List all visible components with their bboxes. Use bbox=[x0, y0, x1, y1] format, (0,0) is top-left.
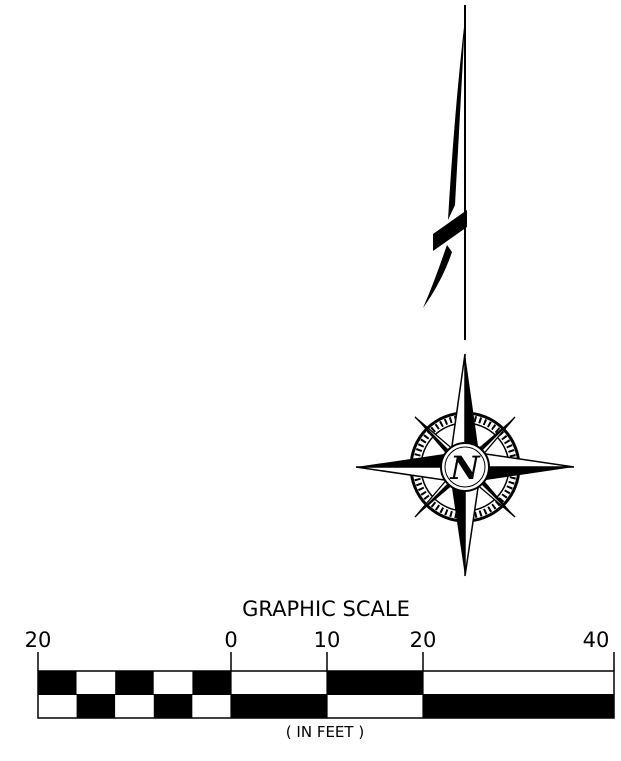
north-arrow-blade-upper bbox=[448, 18, 465, 220]
graphic-scale: GRAPHIC SCALE 20 0 10 20 40 ( IN FEET ) bbox=[25, 597, 615, 741]
graphic-scale-tick-label: 20 bbox=[25, 628, 52, 652]
graphic-scale-cell bbox=[423, 694, 614, 718]
graphic-scale-cell bbox=[231, 694, 327, 718]
graphic-scale-tick-labels: 20 0 10 20 40 bbox=[25, 628, 610, 652]
graphic-scale-bar bbox=[37, 670, 615, 719]
graphic-scale-cell bbox=[115, 671, 154, 695]
north-arrow bbox=[423, 5, 467, 340]
graphic-scale-cell bbox=[153, 694, 193, 718]
graphic-scale-units: ( IN FEET ) bbox=[286, 723, 364, 741]
graphic-scale-cell bbox=[76, 671, 116, 695]
compass-cardinal-points bbox=[355, 353, 575, 577]
compass-north-letter: N bbox=[449, 449, 481, 487]
graphic-scale-tick-label: 20 bbox=[410, 628, 437, 652]
graphic-scale-cell bbox=[192, 694, 231, 718]
graphic-scale-cell bbox=[115, 694, 154, 718]
graphic-scale-tick-label: 10 bbox=[314, 628, 341, 652]
graphic-scale-cell bbox=[76, 694, 116, 718]
graphic-scale-cell bbox=[38, 694, 77, 718]
graphic-scale-cell bbox=[38, 671, 77, 695]
compass-center-inner-disc bbox=[444, 446, 486, 488]
compass-rose: N bbox=[355, 353, 575, 577]
graphic-scale-tick-label: 40 bbox=[583, 628, 610, 652]
graphic-scale-tick-label: 0 bbox=[224, 628, 237, 652]
graphic-scale-cell bbox=[231, 671, 327, 695]
compass-center-disc bbox=[440, 442, 490, 492]
graphic-scale-tick-marks bbox=[37, 652, 615, 671]
north-arrow-blade-lower bbox=[423, 245, 452, 308]
graphic-scale-cell bbox=[327, 694, 423, 718]
north-arrow-band bbox=[433, 210, 467, 251]
graphic-scale-cell bbox=[423, 671, 614, 695]
graphic-scale-cell bbox=[192, 671, 231, 695]
graphic-scale-cell bbox=[153, 671, 193, 695]
graphic-scale-cell bbox=[327, 671, 423, 695]
graphic-scale-title: GRAPHIC SCALE bbox=[242, 597, 410, 621]
